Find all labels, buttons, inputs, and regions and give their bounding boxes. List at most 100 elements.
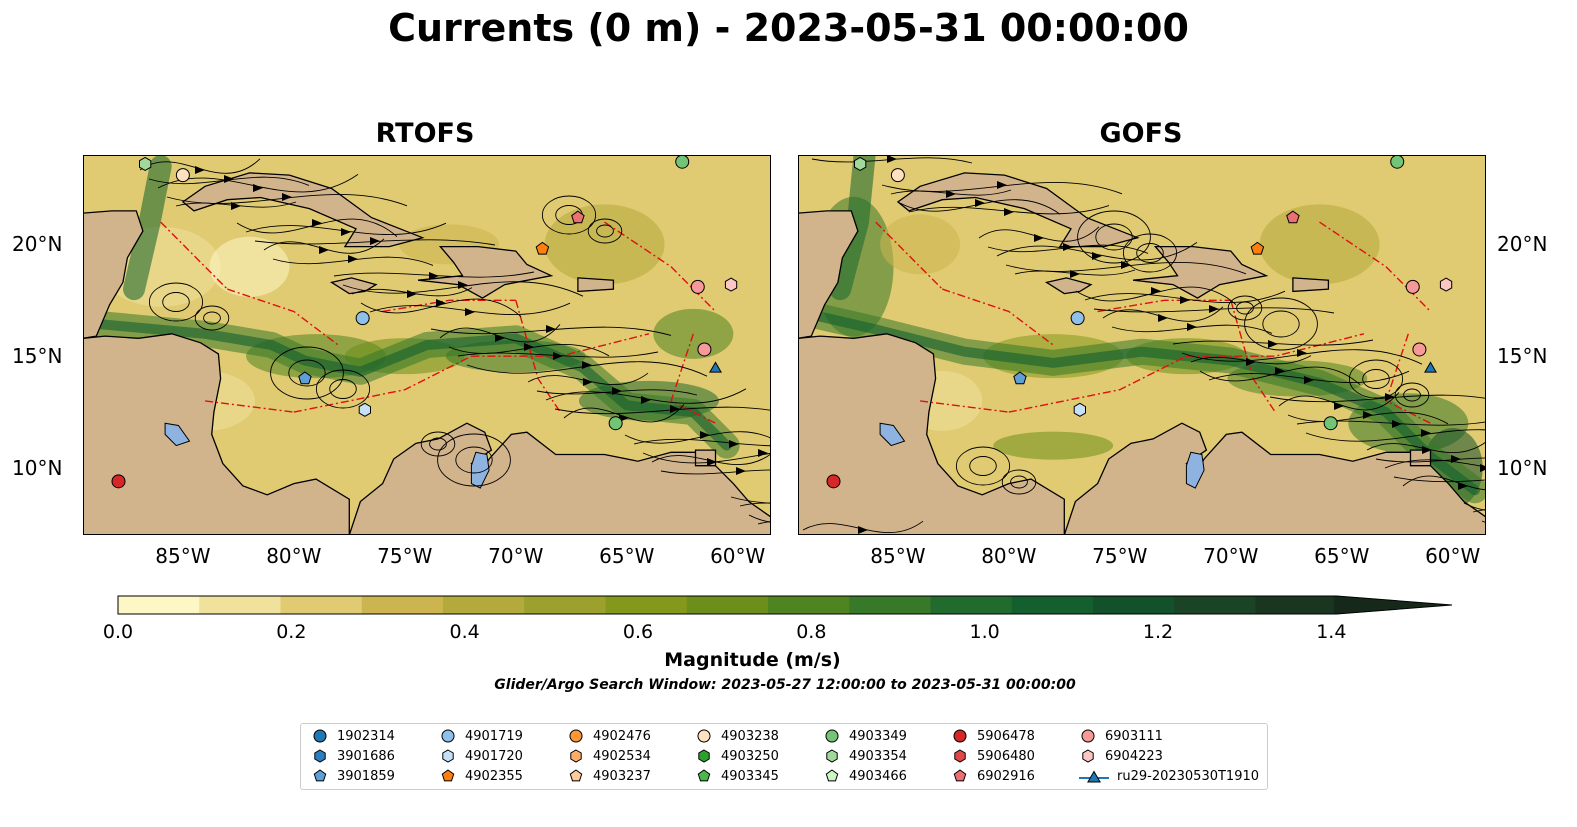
legend-shape — [570, 749, 582, 763]
legend-shape — [697, 769, 711, 782]
float-marker-3901859 — [1013, 371, 1027, 385]
legend-label: 4903238 — [721, 728, 779, 744]
colorbar-tick-label: 0.8 — [796, 621, 827, 643]
legend-item: 4903238 — [695, 726, 779, 746]
eddy-streamline — [1403, 388, 1421, 402]
streamline-arrow — [458, 281, 468, 289]
colorbar-label: Magnitude (m/s) — [664, 649, 841, 671]
streamline-arrow — [553, 352, 563, 360]
streamline-arrow — [1158, 314, 1168, 322]
lon-tick-label: 70°W — [488, 544, 544, 568]
legend-marker-icon — [954, 749, 966, 763]
eez-boundary — [471, 333, 650, 357]
streamline-arrow — [582, 361, 592, 369]
eez-boundary — [920, 400, 1009, 413]
streamline-arrow — [407, 290, 417, 298]
legend-shape — [569, 769, 583, 782]
legend-label: 1902314 — [337, 728, 395, 744]
streamline-arrow — [1458, 482, 1468, 490]
lat-tick-label: 15°N — [1497, 344, 1548, 369]
streamline-arrow — [1004, 208, 1014, 216]
float-marker-4903354 — [854, 156, 867, 171]
legend-item: 3901859 — [311, 766, 395, 786]
legend-item: 4903237 — [567, 766, 651, 786]
eddy-streamline — [270, 346, 344, 400]
eddy-streamline — [288, 359, 326, 387]
streamline-arrow — [729, 440, 739, 448]
streamline-arrow — [1451, 455, 1461, 463]
eez-boundary — [670, 333, 716, 424]
legend-shape — [953, 769, 967, 782]
streamline-arrow — [1070, 270, 1080, 278]
legend-shape — [698, 749, 710, 763]
legend-label: 4902476 — [593, 728, 651, 744]
legend-marker-icon — [698, 749, 710, 763]
lake-polygon — [879, 422, 906, 447]
colorbar-segment — [524, 596, 606, 614]
colorbar-tick-label: 0.4 — [449, 621, 480, 643]
panel-title-gofs: GOFS — [1099, 118, 1183, 149]
lon-tick-label: 85°W — [155, 544, 211, 568]
legend-label: 4901719 — [465, 728, 523, 744]
streamline — [739, 502, 771, 507]
streamline-arrow — [1392, 420, 1402, 428]
colorbar-tick-label: 0.2 — [276, 621, 307, 643]
eddy-streamline — [541, 195, 597, 235]
streamline-arrow — [670, 405, 680, 413]
colorbar-segment — [1255, 596, 1338, 614]
lat-tick-label: 10°N — [12, 455, 63, 480]
eddy-streamline — [1095, 223, 1133, 251]
gofs-current-map — [798, 155, 1486, 535]
colorbar-segment — [280, 596, 363, 614]
legend-marker-icon — [825, 729, 839, 743]
legend-marker-icon — [313, 769, 327, 782]
eddy-streamline — [587, 218, 623, 244]
streamline-arrow — [429, 272, 439, 280]
legend-item: 4902534 — [567, 746, 651, 766]
legend-label: 5906478 — [977, 728, 1035, 744]
eddy-streamline — [429, 437, 447, 451]
colorbar-tick-label: 1.0 — [969, 621, 1000, 643]
search-window-caption: Glider/Argo Search Window: 2023-05-27 12… — [494, 677, 1076, 693]
legend-item: 4902476 — [567, 726, 651, 746]
streamline-arrow — [1297, 349, 1307, 357]
streamline-arrow — [495, 334, 505, 342]
float-marker-6902916 — [571, 210, 585, 224]
legend-label: 6904223 — [1105, 748, 1163, 764]
eddy-streamline — [1348, 359, 1404, 399]
streamline-arrow — [736, 467, 746, 475]
streamline-arrow — [1151, 287, 1161, 295]
legend-item: 3901686 — [311, 746, 395, 766]
land-polygon — [577, 277, 615, 293]
lon-tick-label: 85°W — [870, 544, 926, 568]
lake-polygon — [1185, 451, 1205, 489]
colorbar-tick-label: 0.0 — [102, 621, 134, 643]
legend-triangle — [1087, 770, 1101, 783]
legend-shape — [953, 729, 967, 743]
land-polygon — [181, 172, 425, 248]
legend-shape — [825, 769, 839, 782]
eddy-streamline — [1244, 297, 1318, 351]
land-polygon — [1063, 422, 1486, 535]
legend-item: 6902916 — [951, 766, 1035, 786]
lat-tick-label: 10°N — [1497, 455, 1548, 480]
land-polygon — [418, 245, 554, 299]
eez-boundary — [1319, 221, 1431, 312]
legend-marker-icon — [825, 769, 839, 782]
legend-item: ru29-20230530T1910 — [1079, 766, 1259, 786]
float-marker-4903354 — [139, 156, 152, 171]
lon-tick-label: 65°W — [599, 544, 655, 568]
rtofs-current-map — [83, 155, 771, 535]
land-polygon — [1044, 277, 1093, 295]
streamline — [1463, 502, 1486, 511]
streamline-arrow — [436, 299, 446, 307]
legend-marker-icon — [953, 769, 967, 782]
legend-marker-icon — [697, 729, 711, 743]
colorbar-tick-label: 0.6 — [622, 621, 654, 643]
streamline-arrow — [341, 228, 351, 236]
streamline-arrow — [195, 166, 205, 174]
streamline-arrow — [1092, 252, 1102, 260]
legend-label: 4903237 — [593, 768, 651, 784]
eez-boundary — [205, 400, 294, 413]
land-polygon — [1409, 449, 1432, 467]
